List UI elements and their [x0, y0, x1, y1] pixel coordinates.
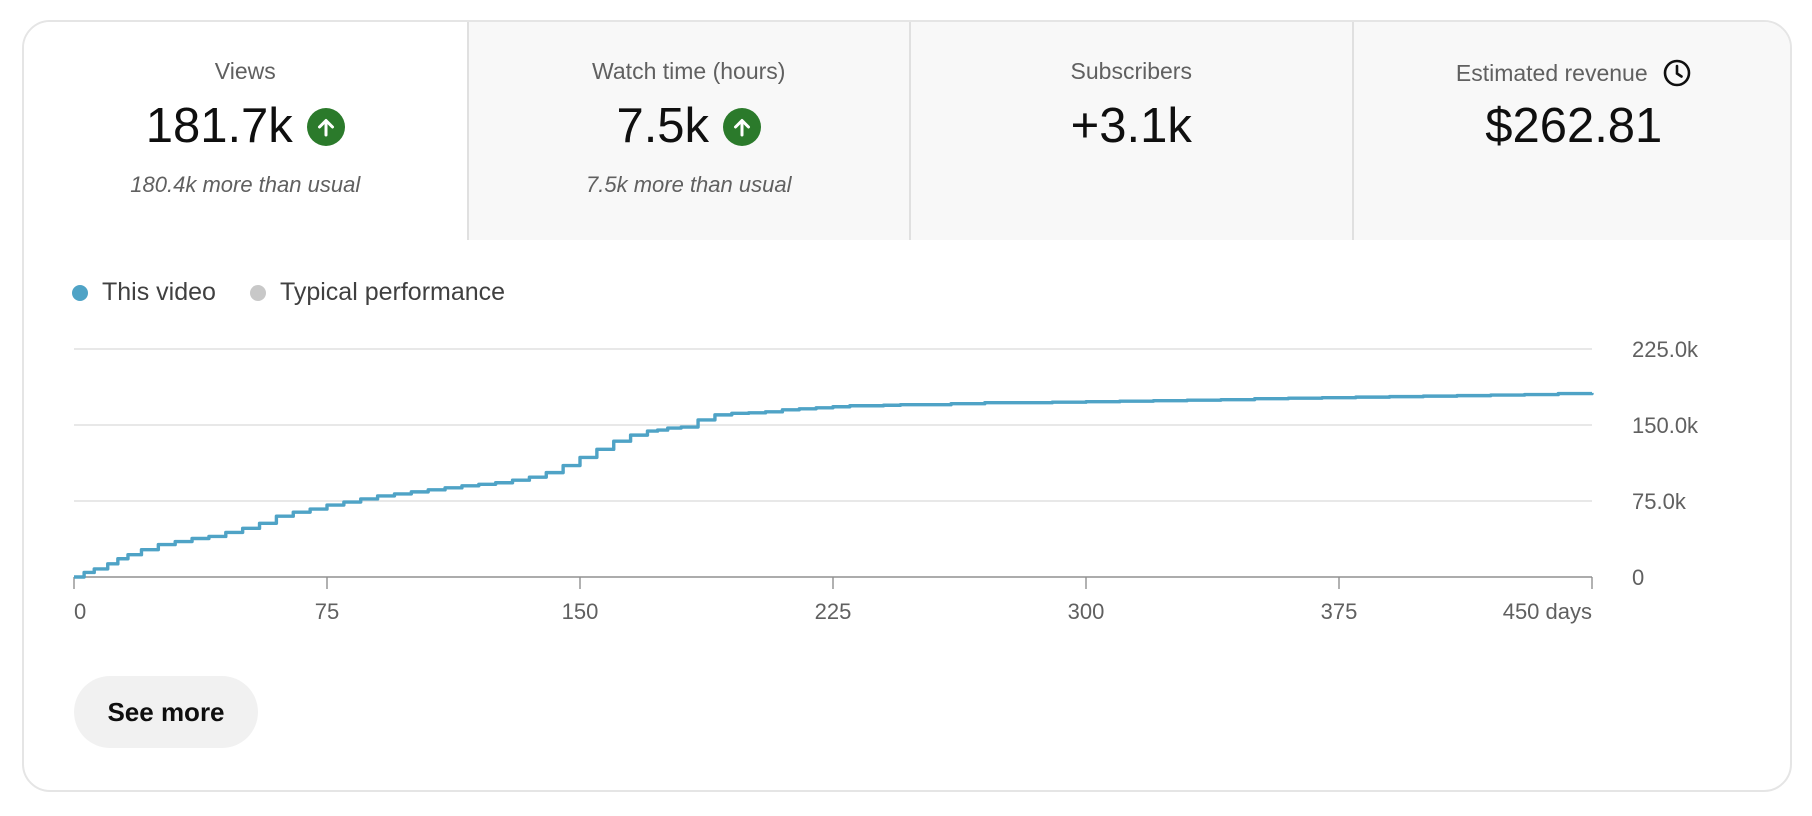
tab-value-text: $262.81 — [1485, 99, 1663, 153]
tab-value: +3.1k — [911, 99, 1352, 154]
clock-icon[interactable] — [1662, 58, 1692, 88]
legend-item-this-video[interactable]: This video — [72, 278, 216, 307]
chart-legend: This video Typical performance — [72, 278, 505, 307]
tab-views[interactable]: Views 181.7k 180.4k more than usual — [24, 22, 467, 240]
x-tick-label: 375 — [1321, 599, 1358, 624]
x-tick-label: 75 — [315, 599, 339, 624]
y-tick-label: 225.0k — [1632, 337, 1699, 362]
y-tick-label: 150.0k — [1632, 413, 1699, 438]
arrow-up-circle-icon — [306, 107, 345, 146]
tab-value: 181.7k — [24, 99, 467, 154]
legend-label: This video — [102, 278, 216, 306]
x-tick-label: 0 — [74, 599, 86, 624]
tab-watch-time[interactable]: Watch time (hours) 7.5k 7.5k more than u… — [466, 22, 910, 240]
tab-subscribers[interactable]: Subscribers +3.1k — [909, 22, 1352, 240]
tab-estimated-revenue[interactable]: Estimated revenue $262.81 — [1351, 22, 1791, 240]
tab-note: 180.4k more than usual — [130, 172, 361, 197]
tab-value-text: 7.5k — [616, 99, 710, 153]
legend-item-typical[interactable]: Typical performance — [249, 278, 506, 307]
see-more-button[interactable]: See more — [74, 676, 258, 748]
arrow-up-circle-icon — [723, 107, 762, 146]
y-tick-label: 75.0k — [1632, 489, 1687, 514]
x-tick-label: 300 — [1068, 599, 1105, 624]
y-tick-label: 0 — [1632, 565, 1644, 590]
x-tick-label: 450 days — [1503, 599, 1592, 624]
legend-dot — [72, 284, 88, 301]
tab-title: Watch time (hours) — [592, 58, 786, 84]
x-tick-label: 225 — [815, 599, 852, 624]
tab-title-text: Estimated revenue — [1455, 59, 1648, 86]
series-line-this-video — [74, 391, 1594, 579]
tab-note: 7.5k more than usual — [586, 172, 792, 197]
tab-value: 7.5k — [469, 99, 910, 154]
analytics-card: Views 181.7k 180.4k more than usual Watc… — [22, 20, 1792, 792]
legend-dot — [249, 284, 266, 301]
tab-title: Subscribers — [1070, 58, 1192, 84]
tab-title: Views — [214, 58, 276, 84]
legend-label: Typical performance — [279, 278, 506, 306]
metric-tabs: Views 181.7k 180.4k more than usual Watc… — [24, 22, 1791, 240]
x-tick-label: 150 — [562, 599, 599, 624]
tab-value-text: 181.7k — [145, 99, 293, 153]
tab-value: $262.81 — [1354, 99, 1791, 154]
tab-title: Estimated revenue — [1354, 58, 1791, 88]
tab-value-text: +3.1k — [1070, 99, 1192, 153]
